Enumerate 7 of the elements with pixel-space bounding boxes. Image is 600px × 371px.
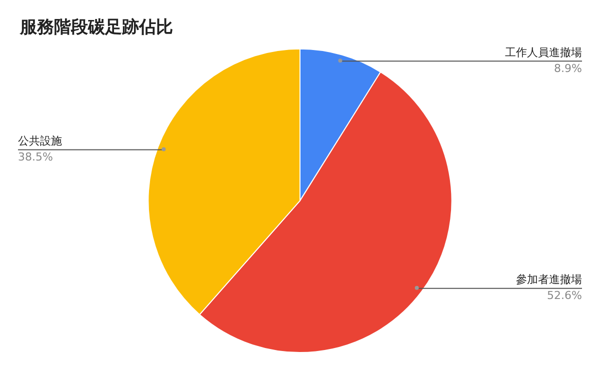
slice-label: 公共設施 — [18, 134, 62, 148]
chart-title: 服務階段碳足跡佔比 — [19, 18, 173, 38]
slice-label: 工作人員進撤場 — [505, 46, 582, 59]
slice-label: 參加者進撤場 — [516, 273, 582, 286]
data-label: 52.6% — [547, 289, 582, 302]
data-label: 38.5% — [18, 150, 53, 164]
data-label: 8.9% — [554, 62, 582, 75]
